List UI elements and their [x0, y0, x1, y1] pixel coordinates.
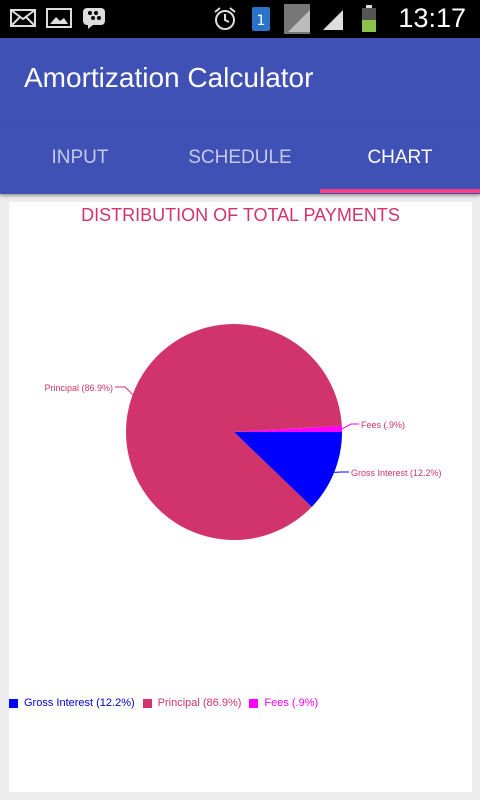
legend-item: Gross Interest (12.2%) — [9, 697, 135, 709]
image-icon — [46, 7, 72, 29]
tab-schedule[interactable]: SCHEDULE — [188, 147, 292, 168]
legend-label: Fees (.9%) — [264, 697, 319, 709]
tab-chart[interactable]: CHART — [367, 147, 433, 168]
battery-icon — [356, 4, 382, 32]
legend-swatch — [249, 698, 259, 708]
alarm-icon — [212, 6, 238, 30]
pie-slice-gross-interest — [234, 432, 342, 507]
legend-swatch — [142, 698, 152, 708]
bbm-icon — [82, 7, 108, 29]
chart-legend: Gross Interest (12.2%) Principal (86.9%) F… — [9, 697, 326, 709]
pie-label-principal: Principal (86.9%) — [44, 383, 113, 393]
pie-label-fees: Fees (.9%) — [361, 420, 405, 430]
app-title: Amortization Calculator — [24, 62, 314, 93]
legend-label: Principal (86.9%) — [157, 697, 242, 709]
legend-swatch — [9, 698, 18, 708]
status-bar: 1 13:17 — [0, 0, 480, 38]
sim-icon: 1 — [248, 6, 274, 31]
pie-leader-line — [341, 423, 359, 430]
tab-input[interactable]: INPUT — [51, 147, 109, 168]
pie-slice-principal — [125, 323, 342, 540]
pie-slice-fees — [234, 425, 342, 432]
tab-indicator — [320, 189, 480, 193]
signal-icon — [284, 3, 311, 34]
pie-chart: Principal (86.9%) Fees (.9%) Gross Interes… — [44, 323, 442, 540]
tab-bar: INPUT SCHEDULE CHART — [0, 122, 480, 194]
chart-card: DISTRIBUTION OF TOTAL PAYMENTS Principal… — [9, 202, 472, 792]
clock: 13:17 — [398, 3, 466, 33]
svg-text:1: 1 — [257, 13, 266, 29]
chart-title: DISTRIBUTION OF TOTAL PAYMENTS — [81, 205, 400, 225]
app-bar: Amortization Calculator — [0, 38, 480, 122]
signal-bars-icon — [320, 8, 346, 30]
legend-item: Principal (86.9%) — [142, 697, 242, 709]
pie-leader-line — [115, 386, 134, 395]
email-icon — [10, 7, 36, 29]
legend-item: Fees (.9%) — [249, 697, 318, 709]
legend-label: Gross Interest (12.2%) — [24, 697, 135, 709]
pie-label-gross-interest: Gross Interest (12.2%) — [351, 468, 442, 478]
